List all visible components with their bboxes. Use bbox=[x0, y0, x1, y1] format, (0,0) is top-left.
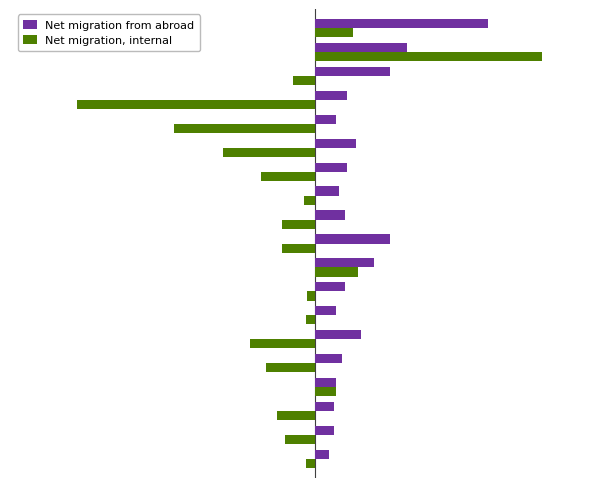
Bar bbox=[315, 402, 334, 411]
Bar bbox=[307, 292, 315, 301]
Bar bbox=[315, 29, 353, 38]
Bar bbox=[277, 411, 315, 420]
Bar bbox=[315, 53, 542, 62]
Bar bbox=[266, 364, 315, 373]
Bar bbox=[315, 268, 358, 277]
Bar bbox=[304, 196, 315, 205]
Bar bbox=[315, 68, 390, 77]
Bar bbox=[282, 244, 315, 253]
Bar bbox=[77, 101, 315, 110]
Bar bbox=[315, 378, 336, 387]
Bar bbox=[315, 20, 488, 29]
Bar bbox=[306, 459, 315, 468]
Bar bbox=[250, 340, 315, 349]
Bar bbox=[315, 330, 361, 340]
Bar bbox=[315, 211, 345, 220]
Bar bbox=[315, 450, 329, 459]
Bar bbox=[174, 124, 315, 134]
Bar bbox=[315, 235, 390, 244]
Bar bbox=[293, 77, 315, 86]
Bar bbox=[306, 316, 315, 325]
Legend: Net migration from abroad, Net migration, internal: Net migration from abroad, Net migration… bbox=[18, 15, 200, 52]
Bar bbox=[315, 187, 339, 196]
Bar bbox=[315, 163, 347, 172]
Bar bbox=[315, 426, 334, 435]
Bar bbox=[315, 259, 375, 268]
Bar bbox=[315, 115, 336, 124]
Bar bbox=[315, 283, 345, 292]
Bar bbox=[315, 306, 336, 316]
Bar bbox=[285, 435, 315, 444]
Bar bbox=[282, 220, 315, 229]
Bar bbox=[261, 172, 315, 182]
Bar bbox=[315, 354, 342, 364]
Bar bbox=[315, 92, 347, 101]
Bar bbox=[315, 387, 336, 396]
Bar bbox=[315, 44, 407, 53]
Bar bbox=[315, 139, 356, 148]
Bar bbox=[223, 148, 315, 158]
